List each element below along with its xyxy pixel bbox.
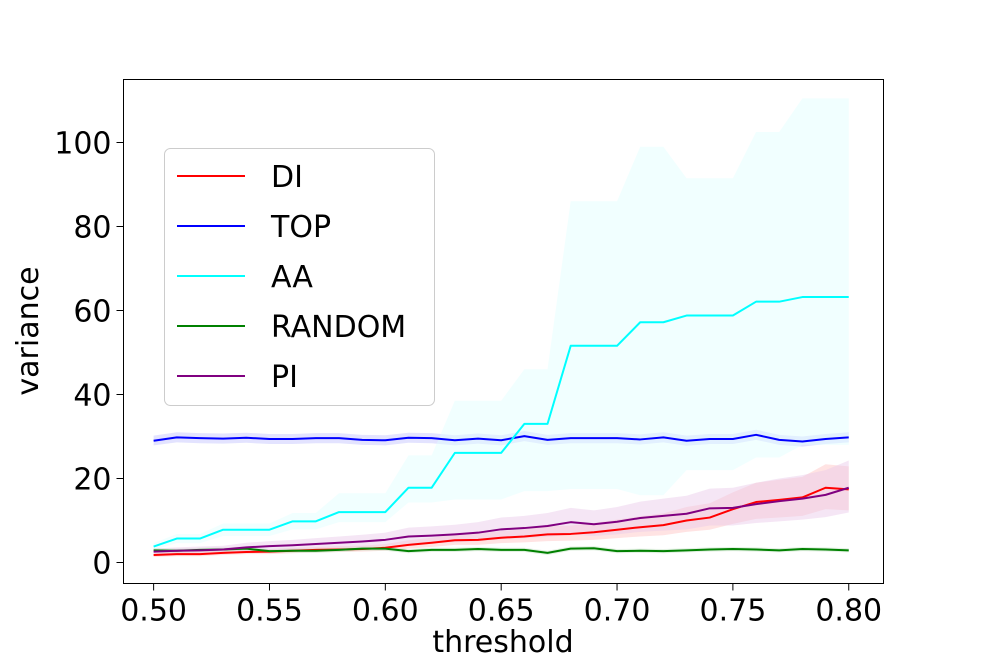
x-tick-label: 0.60 [352,594,419,629]
y-tick-label: 60 [73,295,111,330]
legend: DI TOP AA RANDOM PI [164,148,435,406]
y-tick-label: 80 [73,211,111,246]
x-axis-ticks: 0.50 0.55 0.60 0.65 0.70 0.75 0.80 [120,583,882,629]
series-line-aa [153,296,849,548]
y-axis-ticks: 0 20 40 60 80 100 [54,127,124,582]
x-tick-label: 0.65 [468,594,535,629]
x-tick-label: 0.50 [120,594,187,629]
y-tick-label: 0 [92,547,111,582]
legend-label-di: DI [271,160,303,195]
legend-label-aa: AA [271,260,313,295]
series-line-top [153,433,849,443]
x-tick-label: 0.55 [236,594,303,629]
y-tick-label: 20 [73,463,111,498]
plot-frame [123,79,884,584]
legend-label-pi: PI [271,360,298,395]
series-lines [153,296,850,556]
band-aa [153,98,849,550]
legend-label-top: TOP [270,210,331,245]
series-line-random [153,547,849,554]
legend-label-random: RANDOM [271,310,406,345]
series-line-pi [153,486,850,553]
band-top [153,429,849,447]
x-tick-label: 0.80 [815,594,882,629]
x-axis-label: threshold [432,625,573,656]
x-tick-label: 0.70 [584,594,651,629]
y-tick-label: 40 [73,379,111,414]
legend-box [164,148,435,406]
y-tick-label: 100 [54,127,111,162]
band-pi [153,460,849,555]
y-axis-label: variance [11,266,46,395]
x-tick-label: 0.75 [699,594,766,629]
